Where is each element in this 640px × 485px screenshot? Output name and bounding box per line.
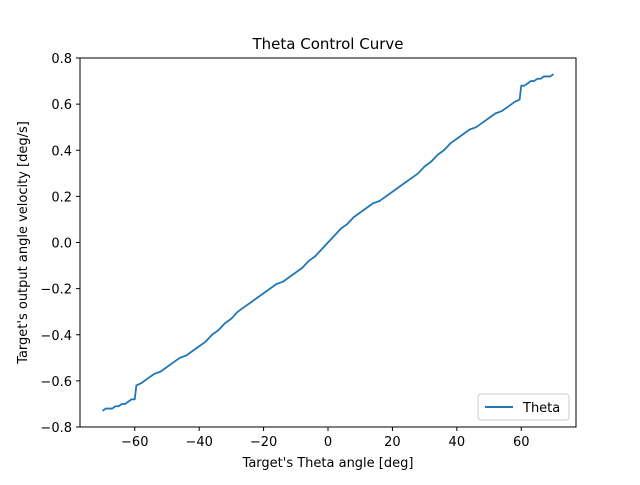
- y-tick-label: 0.8: [51, 52, 72, 67]
- y-tick-label: 0.2: [51, 190, 72, 205]
- chart-title: Theta Control Curve: [252, 35, 404, 53]
- legend: Theta: [477, 393, 570, 421]
- series-layer: [102, 73, 554, 412]
- x-tick-label: −40: [185, 435, 212, 450]
- y-tick-label: 0.6: [51, 98, 72, 113]
- x-tick-label: 40: [449, 435, 466, 450]
- x-tick-label: 20: [384, 435, 401, 450]
- x-axis-label: Target's Theta angle [deg]: [242, 456, 414, 471]
- y-axis-label: Target's output angle velocity [deg/s]: [16, 121, 31, 365]
- legend-box: [477, 393, 570, 421]
- x-tick-label: 0: [324, 435, 332, 450]
- plot-area: [79, 57, 577, 428]
- y-tick-label: −0.2: [40, 283, 72, 298]
- y-tick-label: −0.6: [40, 375, 72, 390]
- x-tick-label: −60: [121, 435, 148, 450]
- y-tick-label: 0.4: [51, 144, 72, 159]
- y-tick-label: 0.0: [51, 237, 72, 252]
- legend-label-theta: Theta: [522, 401, 560, 416]
- series-line-theta: [102, 73, 554, 412]
- x-tick-label: −20: [250, 435, 277, 450]
- y-axis-ticks: −0.8 −0.6 −0.4 −0.2 0.0 0.2 0.4 0.6 0.8: [40, 52, 80, 436]
- x-tick-label: 60: [513, 435, 530, 450]
- y-tick-label: −0.8: [40, 421, 72, 436]
- y-tick-label: −0.4: [40, 329, 72, 344]
- x-axis-ticks: −60 −40 −20 0 20 40 60: [121, 427, 530, 450]
